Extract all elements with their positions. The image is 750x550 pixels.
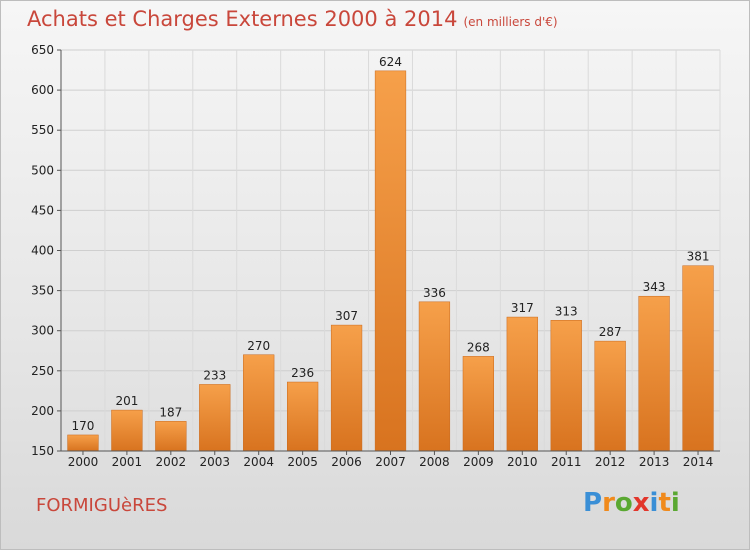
y-tick-label: 450 bbox=[31, 203, 54, 217]
logo-letter: i bbox=[649, 488, 659, 518]
x-tick-label: 2010 bbox=[507, 455, 538, 469]
x-tick-label: 2008 bbox=[419, 455, 450, 469]
data-label: 187 bbox=[159, 405, 182, 419]
y-tick-label: 600 bbox=[31, 83, 54, 97]
bar bbox=[155, 421, 187, 452]
y-tick-label: 550 bbox=[31, 123, 54, 137]
bars bbox=[67, 70, 714, 452]
bar bbox=[594, 340, 626, 452]
place-name: FORMIGUèRES bbox=[36, 495, 168, 516]
logo-letter: x bbox=[632, 488, 650, 518]
x-tick-label: 2014 bbox=[683, 455, 714, 469]
x-tick-label: 2003 bbox=[199, 455, 230, 469]
data-label: 236 bbox=[291, 366, 314, 380]
x-tick-label: 2004 bbox=[243, 455, 274, 469]
x-tick-label: 2013 bbox=[639, 455, 670, 469]
chart-subtitle: (en milliers d'€) bbox=[463, 15, 558, 29]
logo-letter: t bbox=[658, 488, 671, 518]
data-label: 233 bbox=[203, 368, 226, 382]
y-tick-label: 150 bbox=[31, 444, 54, 458]
data-label: 381 bbox=[687, 250, 710, 264]
x-tick-label: 2007 bbox=[375, 455, 406, 469]
data-label: 343 bbox=[643, 280, 666, 294]
y-tick-label: 200 bbox=[31, 404, 54, 418]
bar bbox=[462, 356, 494, 452]
x-tick-label: 2005 bbox=[287, 455, 318, 469]
logo-letter: P bbox=[583, 488, 603, 518]
chart-title: Achats et Charges Externes 2000 à 2014 (e… bbox=[27, 7, 558, 31]
bar bbox=[638, 295, 670, 452]
bar bbox=[682, 265, 714, 452]
bar bbox=[67, 434, 99, 452]
x-tick-label: 2002 bbox=[156, 455, 187, 469]
bar bbox=[330, 324, 363, 452]
x-tick-label: 2006 bbox=[331, 455, 362, 469]
data-labels: 170 201 187 233 270 236 307 624 336 268 317 313 287 3… bbox=[72, 55, 710, 433]
proxiti-logo: Proxiti bbox=[583, 488, 680, 518]
title-text: Achats et Charges Externes 2000 à 2014 bbox=[27, 7, 458, 31]
data-label: 624 bbox=[379, 55, 402, 69]
y-tick-label: 250 bbox=[31, 364, 54, 378]
bar bbox=[374, 70, 407, 452]
bar bbox=[243, 354, 275, 452]
data-label: 313 bbox=[555, 304, 578, 318]
bar bbox=[506, 316, 538, 452]
data-label: 268 bbox=[467, 340, 490, 354]
logo-letter: r bbox=[602, 488, 615, 518]
x-tick-label: 2012 bbox=[595, 455, 626, 469]
y-tick-label: 350 bbox=[31, 284, 54, 298]
y-tick-label: 500 bbox=[31, 163, 54, 177]
y-tick-label: 300 bbox=[31, 324, 54, 338]
bar bbox=[199, 384, 231, 452]
bar bbox=[111, 409, 143, 452]
x-tick-label: 2011 bbox=[551, 455, 582, 469]
x-tick-label: 2000 bbox=[68, 455, 99, 469]
y-tick-label: 650 bbox=[31, 43, 54, 57]
data-label: 270 bbox=[247, 339, 270, 353]
logo-letter: o bbox=[614, 488, 633, 518]
data-label: 201 bbox=[115, 394, 138, 408]
bar bbox=[287, 381, 319, 452]
bar bbox=[550, 320, 582, 452]
data-label: 307 bbox=[335, 309, 358, 323]
bar bbox=[418, 301, 451, 452]
axes: 150 200 250 300 350 400 450 500 550 600 650 2000 200… bbox=[31, 43, 720, 469]
x-tick-label: 2009 bbox=[463, 455, 494, 469]
data-label: 317 bbox=[511, 301, 534, 315]
x-tick-label: 2001 bbox=[112, 455, 143, 469]
data-label: 287 bbox=[599, 325, 622, 339]
data-label: 336 bbox=[423, 286, 446, 300]
logo-letter: i bbox=[670, 488, 680, 518]
data-label: 170 bbox=[72, 419, 95, 433]
y-tick-label: 400 bbox=[31, 244, 54, 258]
